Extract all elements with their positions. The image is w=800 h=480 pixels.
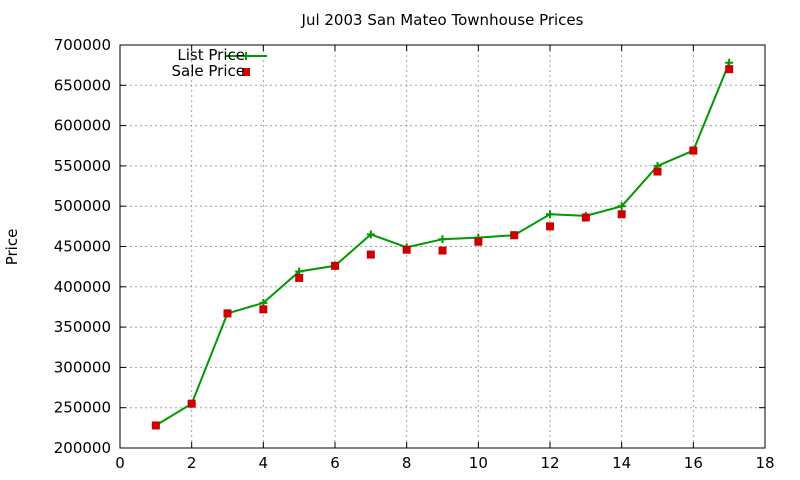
x-tick-label: 4 [259,454,269,472]
sale-price-point [223,309,232,318]
x-tick-label: 16 [684,454,703,472]
legend-marker-sale-price [242,68,250,76]
sale-price-point [581,213,590,222]
sale-price-point [366,250,375,259]
list-price-point [546,210,554,219]
y-tick-label: 300000 [54,358,111,376]
y-tick-label: 250000 [54,399,111,417]
chart-title: Jul 2003 San Mateo Townhouse Prices [301,11,584,29]
x-tick-label: 10 [469,454,488,472]
sale-price-point [438,246,447,255]
grid-lines [120,45,765,448]
list-price-point [366,230,375,239]
sale-price-point [151,421,160,430]
y-axis-label: Price [3,228,21,266]
x-tick-label: 12 [540,454,559,472]
sale-price-point [725,65,734,74]
y-tick-label: 400000 [54,278,111,296]
series-line-list-price [155,62,731,427]
y-tick-label: 500000 [54,197,111,215]
x-tick-label: 6 [330,454,340,472]
series-layer [151,58,734,430]
sale-price-point [295,273,304,282]
sale-price-point [474,237,483,246]
sale-price-point [187,399,196,408]
y-tick-label: 350000 [54,318,111,336]
x-tick-label: 0 [115,454,125,472]
x-tick-label: 8 [402,454,412,472]
axis-ticks: 200000 250000 300000 350000 400000 450000 5000… [54,36,775,472]
sale-price-point [617,210,626,219]
sale-price-point [546,222,554,231]
legend-marks [226,52,267,76]
sale-price-point [402,245,411,254]
y-tick-label: 600000 [54,117,111,135]
y-tick-label: 200000 [54,439,111,457]
x-tick-label: 14 [612,454,631,472]
legend-label-list-price: List Price [177,46,245,64]
y-tick-label: 700000 [54,36,111,54]
x-tick-label: 2 [187,454,197,472]
legend-label-sale-price: Sale Price [171,62,245,80]
sale-price-point [510,231,519,240]
sale-price-point [331,261,339,270]
list-price-point [438,235,447,244]
sale-price-point [689,146,698,155]
y-tick-label: 550000 [54,157,111,175]
x-tick-label: 18 [755,454,774,472]
sale-price-point [259,305,268,314]
y-tick-label: 450000 [54,238,111,256]
list-price-point [617,202,626,211]
sale-price-point [653,167,662,176]
y-tick-label: 650000 [54,76,111,94]
